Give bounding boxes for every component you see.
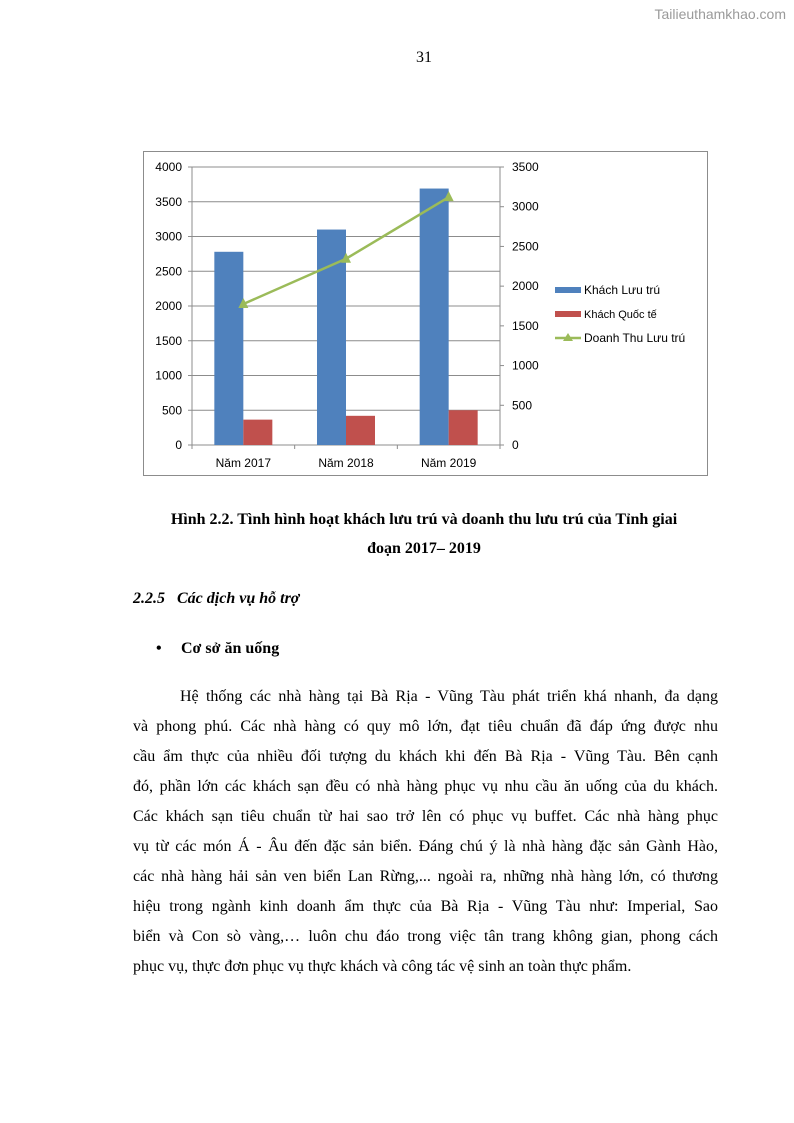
right-axis-tick-label: 2000 — [512, 279, 539, 293]
chart-svg: 0 500 1000 1500 2000 2500 3000 3500 4000 0 500 1000… — [155, 160, 685, 470]
paragraph-line: Hệ thống các nhà hàng tại Bà Rịa - Vũng … — [180, 688, 718, 705]
legend-label: Khách Lưu trú — [584, 283, 660, 297]
right-axis-tick-label: 0 — [512, 438, 519, 452]
left-axis-tick-label: 500 — [162, 403, 182, 417]
legend-label: Doanh Thu Lưu trú — [584, 331, 685, 345]
bar-khach-luu-tru — [419, 188, 449, 446]
paragraph-line: hiệu trong ngành kinh doanh ẩm thực của … — [133, 898, 718, 915]
section-heading: 2.2.5 Các dịch vụ hỗ trợ — [133, 590, 300, 607]
bar-khach-quoc-te — [346, 415, 375, 445]
paragraph-line: và phong phú. Các nhà hàng có quy mô lớn… — [133, 718, 718, 735]
bullet-text: Cơ sở ăn uống — [181, 640, 280, 657]
right-axis-tick-label: 1500 — [512, 319, 539, 333]
left-axis-tick-label: 2500 — [155, 264, 182, 278]
legend-swatch — [555, 287, 581, 293]
paragraph-line: phục vụ, thực đơn phục vụ thực khách và … — [133, 958, 632, 975]
bar-khach-quoc-te — [448, 410, 478, 445]
line-point-marker — [238, 298, 249, 309]
right-axis-tick-label: 500 — [512, 398, 532, 412]
paragraph-line: cầu ẩm thực của nhiều đối tượng du khách… — [133, 748, 718, 765]
bullet-icon: • — [156, 640, 162, 657]
page-number: 31 — [416, 49, 432, 66]
left-axis-tick-label: 4000 — [155, 160, 182, 174]
figure-caption-line-1: Hình 2.2. Tình hình hoạt khách lưu trú v… — [170, 511, 678, 528]
figure-caption-line-2: đoạn 2017– 2019 — [367, 540, 481, 557]
paragraph-line: Các khách sạn tiêu chuẩn từ hai sao trở … — [133, 808, 718, 825]
right-axis-tick-label: 1000 — [512, 359, 539, 373]
right-axis-tick-label: 3000 — [512, 200, 539, 214]
left-axis-tick-label: 3000 — [155, 230, 182, 244]
legend-label: Khách Quốc tế — [584, 309, 657, 321]
bullet-item: • Cơ sở ăn uống — [156, 640, 279, 658]
paragraph-line: đó, phần lớn các khách sạn đều có nhà hà… — [133, 778, 718, 795]
paragraph-line: các nhà hàng hải sản ven biển Lan Rừng,.… — [133, 868, 718, 885]
chart: 0 500 1000 1500 2000 2500 3000 3500 4000 0 500 1000… — [143, 151, 708, 476]
left-axis-tick-label: 0 — [175, 438, 182, 452]
right-axis-tick-label: 3500 — [512, 160, 539, 174]
x-axis-tick-label: Năm 2018 — [318, 456, 374, 470]
line-point-marker — [443, 191, 454, 202]
paragraph-line: vụ từ các món Á - Âu đến đặc sản biển. Đ… — [133, 838, 718, 855]
bar-khach-quoc-te — [243, 419, 273, 445]
bar-khach-luu-tru — [214, 251, 244, 445]
body-paragraph: Hệ thống các nhà hàng tại Bà Rịa - Vũng … — [133, 686, 718, 986]
left-axis-tick-label: 3500 — [155, 195, 182, 209]
right-axis-tick-label: 2500 — [512, 239, 539, 253]
left-axis-tick-label: 1000 — [155, 369, 182, 383]
paragraph-line: biển và Con sò vàng,… luôn chu đáo trong… — [133, 928, 718, 945]
legend-marker — [563, 333, 573, 341]
line-point-marker — [341, 252, 351, 263]
left-axis-tick-label: 1500 — [155, 334, 182, 348]
watermark: Tailieuthamkhao.com — [654, 6, 786, 22]
left-axis-tick-label: 2000 — [155, 299, 182, 313]
legend-swatch — [555, 311, 581, 317]
x-axis-tick-label: Năm 2017 — [216, 456, 272, 470]
x-axis-tick-label: Năm 2019 — [421, 456, 477, 470]
